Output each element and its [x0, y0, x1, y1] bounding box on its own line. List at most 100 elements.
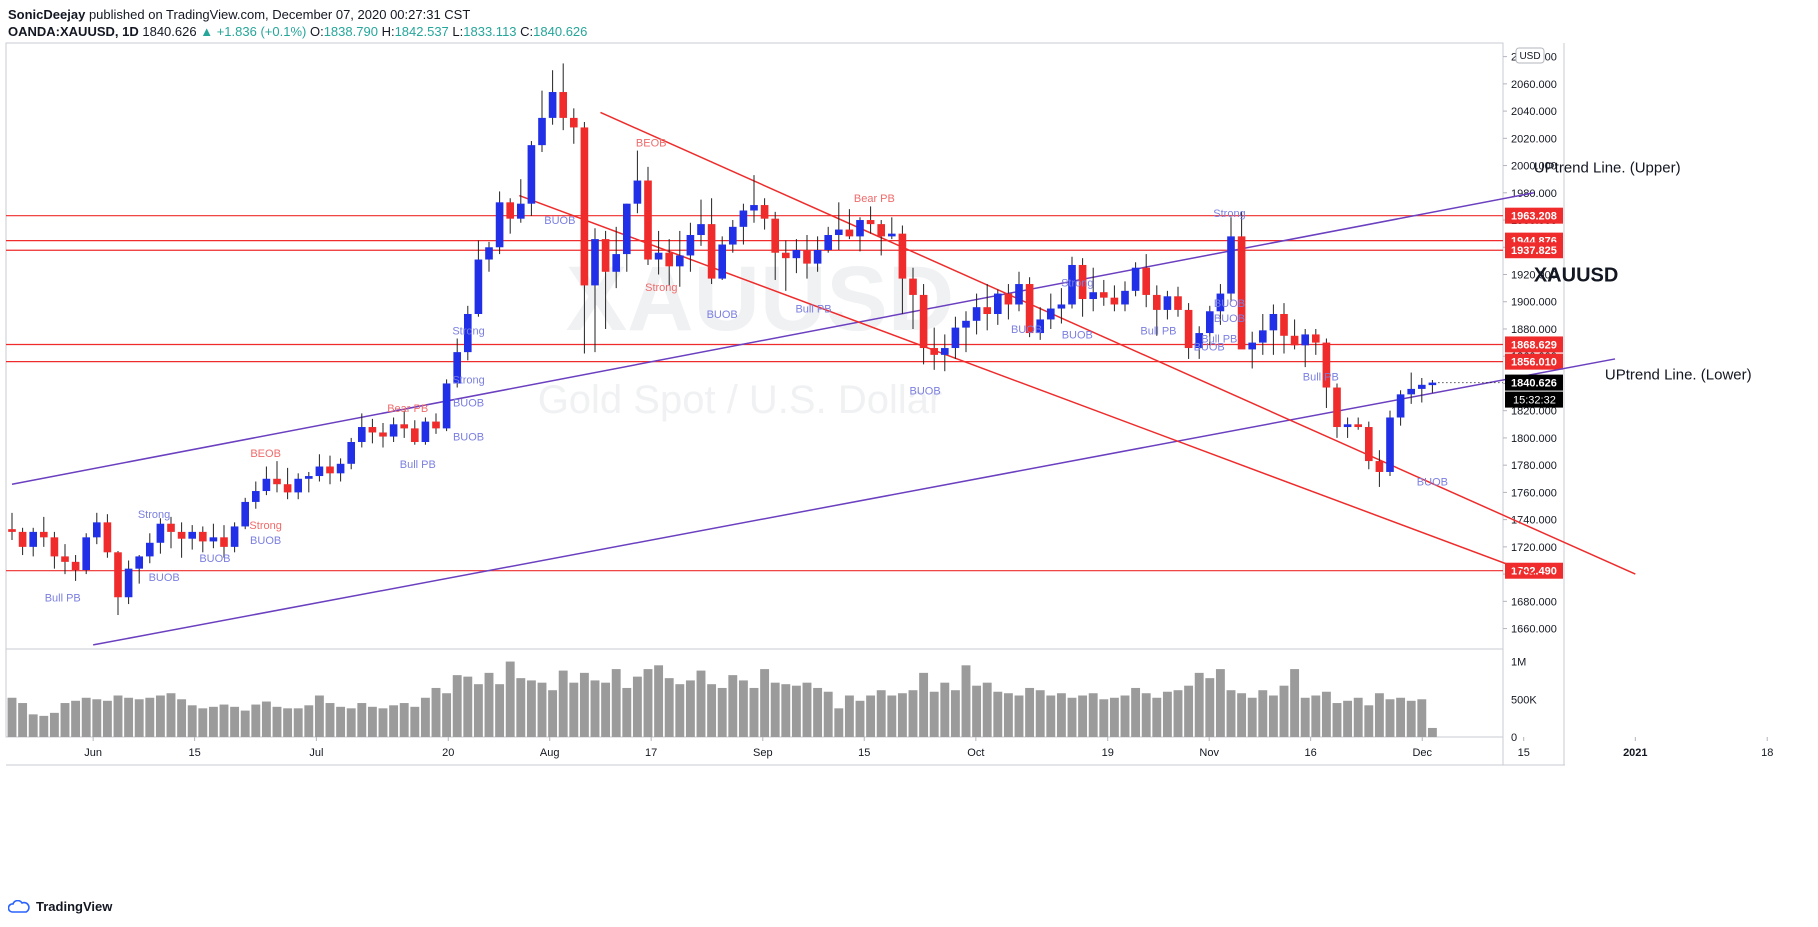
candle: [1333, 383, 1341, 438]
y-tick-label: 1980.000: [1511, 188, 1557, 200]
candle: [569, 108, 578, 144]
candle: [92, 512, 101, 545]
x-tick-label: 15: [188, 747, 200, 759]
open-label: O:: [309, 24, 324, 39]
candle: [612, 226, 621, 289]
volume-bar: [1035, 690, 1045, 737]
volume-bar: [357, 703, 367, 737]
volume-bar: [1131, 687, 1141, 737]
x-tick-label: 16: [1305, 747, 1317, 759]
volume-bar: [71, 700, 81, 737]
candle: [781, 240, 790, 291]
candle-body: [930, 348, 939, 355]
candle: [654, 230, 663, 275]
candle-body: [39, 531, 48, 538]
signal-marker: BUOB: [1214, 298, 1245, 310]
volume-bar: [198, 708, 208, 737]
candle: [1195, 326, 1204, 359]
candle: [1142, 254, 1151, 308]
resistance-price-label: 1856.010: [1511, 357, 1557, 369]
candle: [601, 230, 610, 329]
candle-body: [198, 531, 207, 542]
signal-marker: Bear PB: [387, 403, 428, 415]
candle-body: [993, 293, 1002, 314]
candle-body: [1068, 264, 1076, 305]
candle: [887, 217, 896, 240]
signal-marker: BUOB: [1011, 324, 1042, 336]
candle-body: [294, 478, 303, 493]
candle: [474, 240, 483, 317]
signal-marker: BUOB: [1417, 476, 1448, 488]
candle: [357, 413, 366, 448]
volume-bar: [452, 675, 462, 737]
y-tick-label: 2000.000: [1511, 161, 1557, 173]
candle-body: [389, 424, 398, 437]
candle-body: [29, 531, 38, 547]
volume-bar: [1205, 678, 1215, 737]
volume-tick-label: 500K: [1511, 694, 1537, 706]
candle-body: [82, 537, 91, 571]
candle: [686, 222, 695, 272]
candle-body: [1354, 424, 1363, 428]
tradingview-footer[interactable]: TradingView: [8, 899, 112, 914]
volume-bar: [240, 710, 250, 737]
author-name[interactable]: SonicDeejay: [8, 7, 86, 22]
candle-body: [1099, 292, 1108, 298]
volume-bar: [336, 706, 346, 737]
candle-body: [686, 235, 695, 256]
y-tick-label: 2040.000: [1511, 106, 1557, 118]
chart-annotation: XAUUSD: [1534, 264, 1618, 286]
candle-body: [1036, 319, 1045, 334]
candle-body: [357, 427, 366, 443]
candle-body: [283, 484, 292, 493]
candle-body: [1046, 308, 1055, 320]
candle: [1364, 421, 1373, 470]
candle-body: [1110, 297, 1119, 305]
candle: [1163, 290, 1172, 320]
candle-body: [803, 249, 811, 264]
candle: [188, 525, 197, 550]
y-tick-label: 1780.000: [1511, 460, 1557, 472]
x-tick-label: Sep: [753, 747, 773, 759]
candle: [728, 220, 737, 253]
chart-annotation: UPtrend Line. (Lower): [1605, 366, 1752, 383]
candle-body: [1417, 384, 1426, 389]
candle: [410, 420, 419, 445]
candle-body: [1205, 311, 1214, 334]
volume-bar: [611, 669, 621, 737]
currency-badge-label: USD: [1519, 51, 1540, 62]
volume-bar: [505, 661, 515, 737]
candle-body: [336, 463, 345, 474]
volume-bar: [219, 704, 229, 737]
volume-bar: [707, 684, 717, 737]
candle-body: [167, 523, 175, 532]
candle: [559, 63, 568, 131]
candle: [877, 220, 886, 256]
candle: [834, 202, 843, 250]
candle-body: [760, 205, 769, 219]
candle: [1078, 258, 1087, 317]
candle: [304, 471, 313, 493]
candle: [760, 198, 769, 230]
volume-bar: [1406, 700, 1416, 737]
x-tick-label: Dec: [1412, 747, 1432, 759]
volume-bar: [887, 695, 897, 737]
candle: [294, 473, 303, 500]
candle: [273, 461, 281, 493]
candle: [580, 121, 589, 354]
candle: [39, 516, 48, 547]
volume-bar: [49, 712, 59, 737]
candle-body: [474, 259, 483, 314]
volume-bar: [590, 680, 600, 737]
symbol-label[interactable]: OANDA:XAUUSD, 1D: [8, 24, 139, 39]
tradingview-cloud-icon: [8, 899, 30, 913]
candle: [951, 316, 960, 359]
y-tick-label: 2060.000: [1511, 79, 1557, 91]
resistance-price-tag: [1505, 562, 1563, 579]
candle-body: [612, 254, 621, 272]
candle: [1407, 372, 1416, 404]
volume-bar: [463, 676, 473, 737]
volume-bar: [314, 695, 324, 737]
candle-body: [633, 180, 642, 204]
